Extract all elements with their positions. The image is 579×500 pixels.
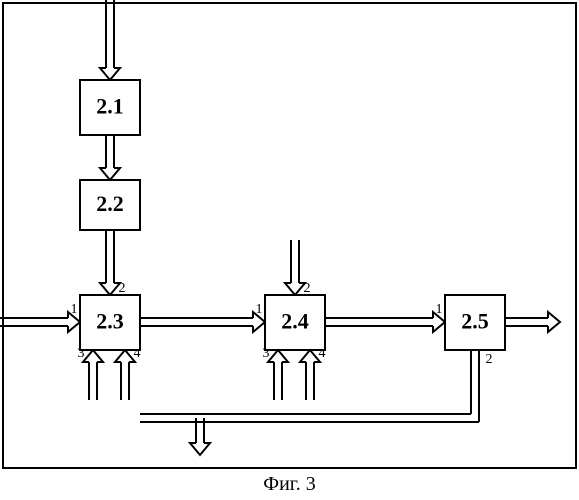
node-label: 2.4: [281, 309, 309, 334]
a-top-in: [100, 0, 120, 80]
a-25-out: [505, 312, 560, 332]
node-n24: 2.4: [265, 295, 325, 350]
node-n23: 2.3: [80, 295, 140, 350]
port-label: 1: [71, 302, 78, 317]
a-21-22: [100, 135, 120, 180]
port-label: 2: [119, 281, 126, 296]
node-n22: 2.2: [80, 180, 140, 230]
port-label: 1: [436, 302, 443, 317]
port-label: 2: [486, 352, 493, 367]
a-24-25: [325, 312, 445, 332]
node-label: 2.2: [96, 191, 124, 216]
port-label: 2: [304, 281, 311, 296]
a-23-p3: [83, 350, 103, 400]
a-24-p2: [285, 240, 305, 295]
a-22-23: [100, 230, 120, 295]
figure-caption: Фиг. 3: [263, 473, 315, 495]
a-23-p1: [0, 312, 80, 332]
node-n25: 2.5: [445, 295, 505, 350]
a-23-p4: [115, 350, 135, 400]
a-24-p3: [268, 350, 288, 400]
a-24-p4: [300, 350, 320, 400]
node-label: 2.1: [96, 94, 124, 119]
port-label: 1: [256, 302, 263, 317]
a-branch-dn: [190, 418, 210, 455]
a-25-23-fb: [140, 350, 479, 422]
node-label: 2.5: [461, 309, 489, 334]
node-label: 2.3: [96, 309, 124, 334]
node-n21: 2.1: [80, 80, 140, 135]
a-23-24: [140, 312, 265, 332]
